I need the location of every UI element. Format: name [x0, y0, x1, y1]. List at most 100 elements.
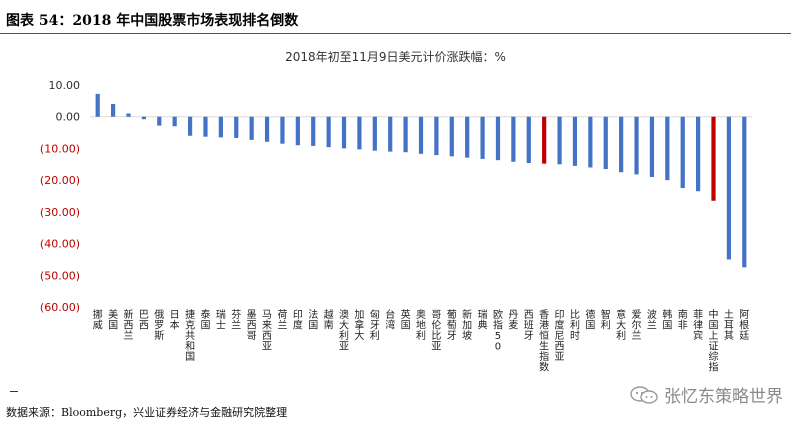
bar — [726, 116, 732, 260]
bar — [141, 116, 146, 120]
bar — [357, 116, 362, 150]
x-tick-label: 芬兰 — [231, 309, 241, 332]
x-tick-label: 巴西 — [139, 309, 149, 332]
x-tick-label: 瑞典 — [478, 309, 488, 332]
bar — [557, 116, 562, 165]
x-tick-label: 香港恒生指数 — [539, 309, 549, 374]
x-tick-label: 新西兰 — [123, 308, 133, 342]
bar — [680, 116, 685, 189]
header-divider — [0, 33, 791, 34]
x-tick-label: 南非 — [678, 308, 688, 332]
bar — [203, 116, 208, 137]
bar — [742, 116, 747, 268]
bar — [588, 116, 593, 168]
x-tick-label: 墨西哥 — [247, 309, 257, 342]
x-tick-label: 印度尼西亚 — [555, 309, 565, 363]
x-tick-label: 新加坡 — [462, 308, 472, 342]
bar — [388, 116, 393, 152]
bar — [480, 116, 485, 159]
bar — [372, 116, 377, 151]
x-tick-label: 俄罗斯 — [154, 309, 164, 342]
bar — [696, 116, 701, 192]
bar — [634, 116, 639, 175]
watermark-text: 张忆东策略世界 — [664, 387, 783, 407]
bar — [126, 113, 131, 117]
x-tick-label: 韩国 — [662, 308, 672, 332]
bar — [619, 116, 624, 173]
x-tick-label: 英国 — [401, 308, 411, 332]
x-tick-label: 匈牙利 — [370, 308, 380, 342]
x-tick-label: 丹麦 — [508, 309, 518, 332]
bar — [234, 116, 239, 138]
bar — [280, 116, 285, 144]
y-tick-label: (30.00) — [40, 206, 80, 219]
x-tick-label: 加拿大 — [354, 309, 364, 342]
x-tick-label: 澳大利亚 — [339, 308, 349, 353]
x-tick-label: 西班牙 — [524, 310, 534, 342]
bar — [249, 116, 254, 140]
x-tick-label: 比利时 — [570, 309, 580, 342]
bar — [403, 116, 408, 153]
x-tick-label: 荷兰 — [277, 309, 287, 332]
bar — [295, 116, 300, 146]
source-footnote: 数据来源：Bloomberg，兴业证券经济与金融研究院整理 — [6, 406, 288, 419]
bar — [187, 116, 193, 136]
x-tick-label: 捷克共和国 — [185, 308, 195, 363]
x-tick-label: 哥伦比亚 — [431, 309, 441, 353]
bar — [264, 116, 270, 142]
bar — [449, 116, 454, 157]
bar — [110, 104, 116, 117]
bar — [341, 116, 347, 149]
report-header: 图表 54：2018 年中国股票市场表现排名倒数 — [0, 0, 791, 34]
bar — [511, 116, 516, 162]
bar-highlighted — [711, 116, 716, 201]
y-tick-label: 0.00 — [56, 111, 81, 124]
x-tick-label: 意大利 — [616, 308, 626, 342]
bar — [172, 116, 177, 127]
bar — [418, 116, 424, 154]
y-tick-label: (40.00) — [40, 238, 80, 251]
bar — [95, 93, 100, 117]
x-tick-label: 菲律宾 — [693, 309, 703, 342]
x-tick-label: 欧指 5 0 — [493, 309, 503, 353]
x-tick-label: 越南 — [324, 308, 334, 332]
bar — [665, 116, 670, 181]
x-tick-label: 智利 — [601, 308, 611, 332]
x-tick-label: 中国上证综指 — [709, 308, 719, 374]
x-tick-label: 德国 — [585, 308, 595, 332]
x-tick-label: 泰国 — [200, 308, 210, 332]
bar-highlighted — [542, 116, 547, 164]
x-tick-label: 阿根廷 — [739, 309, 749, 342]
bar — [311, 116, 316, 146]
x-tick-label: 法国 — [308, 308, 318, 332]
x-tick-label: 挪威 — [93, 308, 103, 332]
x-tick-label: 马来西亚 — [262, 309, 272, 353]
wechat-icon — [630, 385, 658, 404]
bar — [157, 116, 162, 126]
bar — [526, 116, 531, 164]
bar — [603, 116, 608, 170]
x-tick-label: 瑞士 — [216, 309, 226, 332]
chart-title: 2018年初至11月9日美元计价涨跌幅：% — [285, 50, 506, 64]
x-tick-label: 波兰 — [647, 308, 657, 332]
y-tick-label: 10.00 — [49, 79, 81, 92]
bar — [218, 116, 223, 138]
bar — [572, 116, 578, 166]
figure-title: 图表 54：2018 年中国股票市场表现排名倒数 — [6, 13, 299, 29]
x-tick-label: 土耳其 — [724, 308, 734, 342]
x-tick-label: 台湾 — [385, 308, 395, 332]
y-tick-label: (10.00) — [40, 142, 80, 155]
bar — [434, 116, 439, 156]
x-tick-label: 美国 — [108, 308, 118, 332]
x-tick-label: 爱尔兰 — [632, 308, 642, 342]
x-tick-label: 葡萄牙 — [447, 308, 457, 342]
x-tick-label: 印度 — [293, 309, 303, 332]
bar — [495, 116, 501, 161]
bar — [465, 116, 470, 158]
wechat-watermark: 张忆东策略世界 — [630, 382, 783, 407]
footnote-marker — [10, 391, 18, 392]
x-tick-label: 日本 — [170, 310, 180, 332]
y-tick-label: (20.00) — [40, 174, 80, 187]
y-tick-label: (50.00) — [40, 269, 80, 282]
